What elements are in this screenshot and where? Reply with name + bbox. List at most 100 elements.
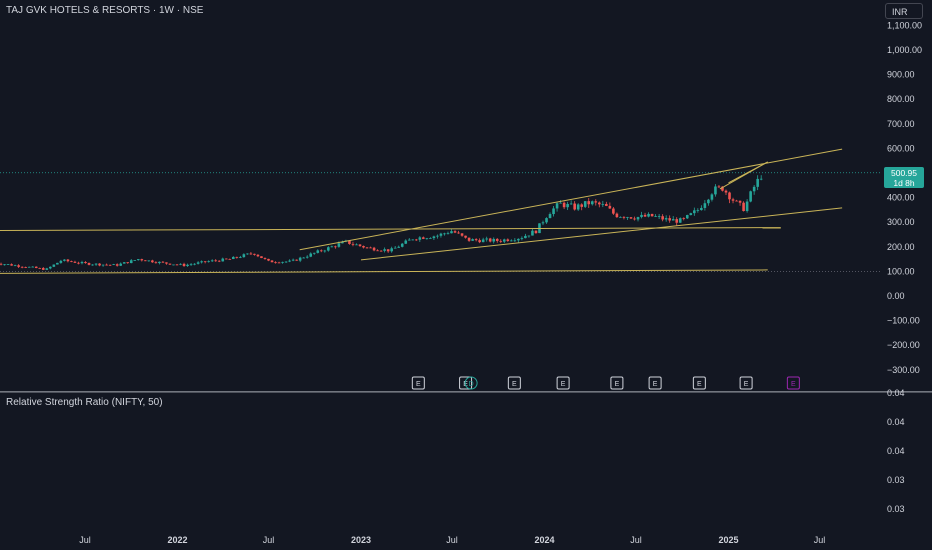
candle-body xyxy=(601,203,605,205)
candle-body xyxy=(144,260,147,262)
candle-body xyxy=(77,262,80,264)
candle-body xyxy=(34,266,38,269)
candle-body xyxy=(59,260,63,263)
x-axis-label: Jul xyxy=(79,535,91,545)
candle-body xyxy=(548,214,552,219)
candle-body xyxy=(457,232,460,234)
candles xyxy=(0,175,763,271)
candle-body xyxy=(136,259,140,261)
earnings-marker[interactable] xyxy=(507,376,521,390)
candle-body xyxy=(492,238,496,242)
x-axis-label: Jul xyxy=(630,535,642,545)
candle-body xyxy=(404,240,408,244)
trendline[interactable] xyxy=(360,207,843,261)
candle-body xyxy=(348,240,351,244)
y-axis-label: −100.00 xyxy=(887,316,920,326)
indicator-title[interactable]: Relative Strength Ratio (NIFTY, 50) xyxy=(6,397,163,408)
candle-body xyxy=(165,262,168,264)
candle-body xyxy=(425,238,429,240)
candle-body xyxy=(319,250,323,252)
candle-body xyxy=(612,208,615,214)
currency-button[interactable]: INR xyxy=(885,3,923,19)
candle-body xyxy=(478,240,481,243)
candle-body xyxy=(161,261,165,263)
candle-body xyxy=(752,186,756,192)
candle-body xyxy=(52,264,56,267)
earnings-marker-label: E xyxy=(615,381,620,388)
trendline[interactable] xyxy=(299,148,843,251)
earnings-marker-label: E xyxy=(697,381,702,388)
candle-body xyxy=(312,252,316,254)
earnings-marker[interactable] xyxy=(411,376,425,390)
symbol-title[interactable]: TAJ GVK HOTELS & RESORTS · 1W · NSE xyxy=(6,5,204,16)
candle-body xyxy=(488,238,492,242)
candle-body xyxy=(587,201,591,205)
candle-body xyxy=(6,264,10,265)
y-axis-label: −300.00 xyxy=(887,365,920,375)
candle-body xyxy=(450,231,453,234)
trendline[interactable] xyxy=(0,227,781,232)
candle-body xyxy=(129,260,133,264)
bar-countdown: 1d 8h xyxy=(893,178,915,188)
candle-body xyxy=(196,262,200,264)
candle-body xyxy=(583,201,587,207)
candle-body xyxy=(407,239,411,241)
candle-body xyxy=(636,217,640,220)
y-axis-label: −200.00 xyxy=(887,340,920,350)
candle-body xyxy=(260,256,263,259)
candle-body xyxy=(626,217,629,219)
candle-body xyxy=(108,264,112,266)
earnings-marker[interactable] xyxy=(692,376,706,390)
candle-body xyxy=(400,243,404,247)
candle-body xyxy=(70,261,73,263)
candle-body xyxy=(696,210,700,211)
candle-body xyxy=(316,250,320,253)
candle-body xyxy=(41,268,45,270)
earnings-marker[interactable] xyxy=(556,376,570,390)
last-price-value: 500.95 xyxy=(891,168,917,178)
trendline[interactable] xyxy=(0,269,768,274)
candle-body xyxy=(10,264,13,266)
candle-body xyxy=(710,194,714,200)
candle-body xyxy=(288,260,291,262)
candle-body xyxy=(298,257,302,261)
candle-body xyxy=(151,260,154,263)
future-earnings-marker-label: E xyxy=(791,381,796,388)
candle-body xyxy=(513,240,517,242)
candle-body xyxy=(594,201,598,203)
dividend-marker[interactable] xyxy=(464,376,478,390)
candle-body xyxy=(580,204,584,207)
candle-body xyxy=(291,259,295,261)
x-axis-label: 2023 xyxy=(351,535,371,545)
candle-body xyxy=(559,202,562,204)
candle-body xyxy=(700,207,703,211)
trendline[interactable] xyxy=(728,161,768,184)
earnings-marker[interactable] xyxy=(610,376,624,390)
candle-body xyxy=(207,261,210,263)
candle-body xyxy=(640,214,643,218)
candle-body xyxy=(562,202,566,208)
future-earnings-marker[interactable] xyxy=(786,376,800,390)
candle-body xyxy=(629,217,633,219)
indicator-y-label: 0.04 xyxy=(887,388,905,398)
candle-body xyxy=(80,262,84,264)
candle-body xyxy=(759,178,763,180)
earnings-marker[interactable] xyxy=(739,376,753,390)
candle-body xyxy=(232,256,235,260)
candle-body xyxy=(633,218,636,220)
candle-body xyxy=(140,259,144,261)
candle-body xyxy=(302,257,305,259)
candle-body xyxy=(552,208,555,215)
candle-body xyxy=(147,260,151,262)
candle-body xyxy=(693,210,696,214)
candle-body xyxy=(745,201,749,212)
candle-body xyxy=(749,191,752,202)
earnings-marker[interactable] xyxy=(648,376,662,390)
candle-body xyxy=(221,258,225,262)
candle-body xyxy=(87,262,91,265)
candle-body xyxy=(263,258,267,259)
candle-body xyxy=(622,216,626,218)
candle-body xyxy=(249,253,253,255)
